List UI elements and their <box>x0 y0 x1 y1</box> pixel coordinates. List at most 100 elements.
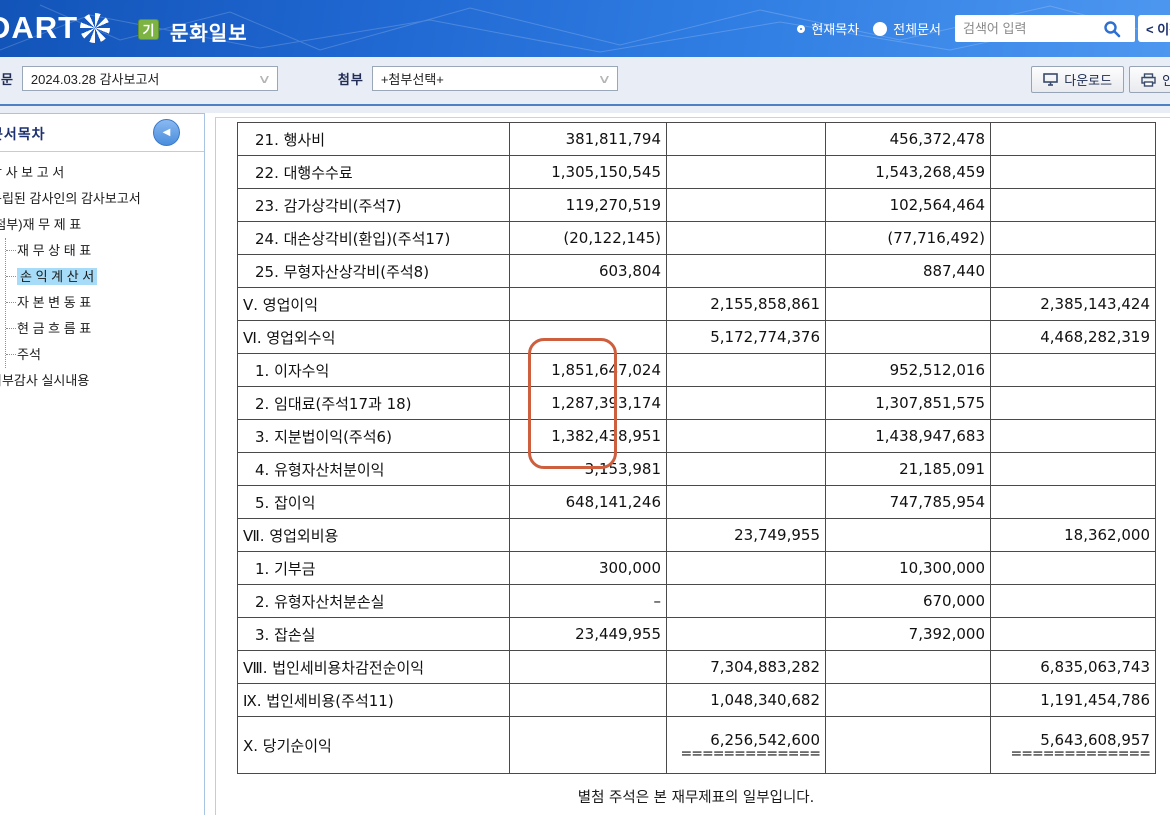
amount-cell: 2,155,858,861 <box>666 287 826 321</box>
company-title: 문화일보 <box>170 23 248 45</box>
amount-cell <box>990 254 1156 288</box>
account-label: Ⅶ. 영업외비용 <box>237 518 510 552</box>
table-row: 2. 임대료(주석17과 18) 1,287,393,174 1,307,851,5… <box>237 386 1156 420</box>
amount-cell <box>666 617 826 651</box>
amount-cell <box>666 551 826 585</box>
dart-pinwheel-icon <box>80 13 111 43</box>
document-select[interactable]: 2024.03.28 감사보고서 ∨ <box>21 66 278 91</box>
search-icon[interactable] <box>1103 20 1121 38</box>
amount-cell <box>990 617 1156 651</box>
amount-cell <box>990 452 1156 486</box>
account-label: 4. 유형자산처분이익 <box>237 452 510 486</box>
amount-cell <box>666 419 826 453</box>
toc-item[interactable]: 현 금 흐 름 표 <box>6 316 204 342</box>
app-header: DART 기 문화일보 현재목차 전체문서 < 이전 <box>0 0 1170 57</box>
amount-cell <box>666 452 826 486</box>
account-label: 24. 대손상각비(환입)(주석17) <box>237 221 510 255</box>
toc-item[interactable]: (첨부)재 무 제 표 <box>0 217 82 232</box>
document-viewer: 21. 행사비 381,811,794 456,372,478 22. 대행수수료 1,… <box>215 117 1170 815</box>
account-label: 21. 행사비 <box>237 122 510 156</box>
account-label: Ⅴ. 영업이익 <box>237 287 510 321</box>
attachment-select[interactable]: +첨부선택+ ∨ <box>371 66 618 91</box>
account-label: 25. 무형자산상각비(주석8) <box>237 254 510 288</box>
table-row: 4. 유형자산처분이익 3,153,981 21,185,091 <box>237 452 1156 486</box>
double-underline: ============= <box>1010 745 1152 762</box>
amount-cell: 6,835,063,743 <box>990 650 1156 684</box>
amount-cell: 1,543,268,459 <box>825 155 991 189</box>
amount-cell <box>509 320 667 354</box>
chevron-down-icon: ∨ <box>597 71 612 86</box>
amount-cell: 1,382,438,951 <box>509 419 667 453</box>
previous-button[interactable]: < 이전 <box>1138 15 1170 42</box>
amount-cell <box>509 650 667 684</box>
amount-cell: 747,785,954 <box>825 485 991 519</box>
amount-cell <box>825 683 991 717</box>
double-underline: ============= <box>680 745 822 762</box>
report-type-badge: 기 <box>138 19 159 40</box>
toc-header: 문서목차 <box>0 114 204 152</box>
table-row: 5. 잡이익 648,141,246 747,785,954 <box>237 485 1156 519</box>
account-label: 2. 유형자산처분손실 <box>237 584 510 618</box>
search-box <box>955 15 1135 42</box>
statement-footer-note: 별첨 주석은 본 재무제표의 일부입니다. <box>577 790 815 806</box>
toc-item[interactable]: 주석 <box>6 342 204 368</box>
table-row: 3. 잡손실 23,449,955 7,392,000 <box>237 617 1156 651</box>
amount-cell <box>666 122 826 156</box>
toc-item[interactable]: 독립된 감사인의 감사보고서 <box>0 191 141 206</box>
amount-cell: 670,000 <box>825 584 991 618</box>
amount-cell <box>990 188 1156 222</box>
amount-cell: – <box>509 584 667 618</box>
amount-cell: 2,385,143,424 <box>990 287 1156 321</box>
toc-item[interactable]: 감 사 보 고 서 <box>0 165 65 180</box>
amount-cell <box>666 584 826 618</box>
amount-cell <box>666 188 826 222</box>
table-row: 24. 대손상각비(환입)(주석17) (20,122,145) (77,716,4… <box>237 221 1156 255</box>
search-input[interactable] <box>963 21 1103 36</box>
table-row: Ⅵ. 영업외수익 5,172,774,376 4,468,282,319 <box>237 320 1156 354</box>
account-label: Ⅸ. 법인세비용(주석11) <box>237 683 510 717</box>
amount-cell: 3,153,981 <box>509 452 667 486</box>
amount-cell: 456,372,478 <box>825 122 991 156</box>
account-label: 3. 지분법이익(주석6) <box>237 419 510 453</box>
radio-whole-document[interactable]: 전체문서 <box>873 19 941 38</box>
amount-cell <box>990 122 1156 156</box>
table-row: 3. 지분법이익(주석6) 1,382,438,951 1,438,947,683 <box>237 419 1156 453</box>
amount-cell <box>990 419 1156 453</box>
table-row: 25. 무형자산상각비(주석8) 603,804 887,440 <box>237 254 1156 288</box>
toc-item[interactable]: 재 무 상 태 표 <box>6 238 204 264</box>
table-row: 23. 감가상각비(주석7) 119,270,519 102,564,464 <box>237 188 1156 222</box>
download-button-label: 다운로드 <box>1064 73 1113 88</box>
amount-cell: 1,048,340,682 <box>666 683 826 717</box>
toc-item[interactable]: 자 본 변 동 표 <box>6 290 204 316</box>
radio-unchecked-icon <box>797 24 806 33</box>
account-label: 5. 잡이익 <box>237 485 510 519</box>
amount-cell <box>509 716 667 774</box>
amount-cell <box>666 485 826 519</box>
toolbar-divider <box>0 104 1170 106</box>
account-label: 23. 감가상각비(주석7) <box>237 188 510 222</box>
sidebar-collapse-button[interactable]: ◀ <box>153 119 180 146</box>
amount-cell <box>509 518 667 552</box>
amount-cell: (20,122,145) <box>509 221 667 255</box>
amount-cell: 648,141,246 <box>509 485 667 519</box>
chevron-down-icon: ∨ <box>257 71 272 86</box>
amount-cell: (77,716,492) <box>825 221 991 255</box>
toc-item[interactable]: 손 익 계 산 서 <box>6 264 204 290</box>
document-select-value: 2024.03.28 감사보고서 <box>30 72 160 87</box>
amount-cell <box>990 584 1156 618</box>
amount-cell: 7,304,883,282 <box>666 650 826 684</box>
download-button[interactable]: 다운로드 <box>1031 66 1125 93</box>
radio-current-toc[interactable]: 현재목차 <box>797 19 859 38</box>
amount-cell: 4,468,282,319 <box>990 320 1156 354</box>
amount-cell: 23,449,955 <box>509 617 667 651</box>
account-label: Ⅵ. 영업외수익 <box>237 320 510 354</box>
print-button[interactable]: 인쇄 <box>1129 66 1170 93</box>
table-row: 2. 유형자산처분손실 – 670,000 <box>237 584 1156 618</box>
toc-item[interactable]: 외부감사 실시내용 <box>0 373 90 388</box>
income-statement-table: 21. 행사비 381,811,794 456,372,478 22. 대행수수료 1,… <box>237 122 1156 774</box>
dart-logo: DART <box>0 10 111 46</box>
amount-cell <box>990 386 1156 420</box>
